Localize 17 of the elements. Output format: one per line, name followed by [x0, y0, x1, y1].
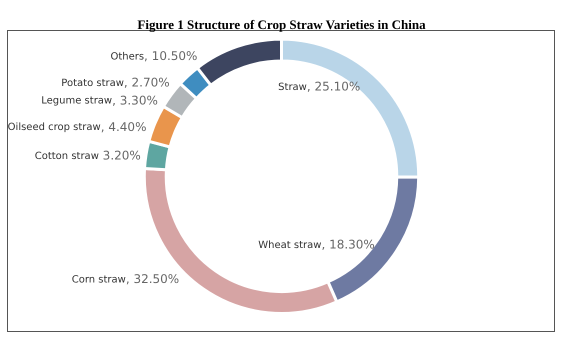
data-label: , 3.30%	[112, 93, 158, 108]
data-label: , 10.50%	[144, 49, 198, 64]
data-label: , 32.50%	[126, 272, 180, 286]
chart-title: Figure 1 Structure of Crop Straw Varieties in China	[137, 17, 426, 32]
slice-label: Others	[110, 51, 144, 62]
slice-label: Legume straw	[41, 96, 112, 107]
slice-label: Corn straw	[72, 274, 126, 286]
slice-label: Oilseed crop straw	[8, 122, 101, 134]
data-label: 3.20%	[98, 148, 141, 163]
slice-label: Straw	[278, 82, 307, 93]
data-label: , 2.70%	[124, 76, 170, 90]
data-label: , 18.30%	[321, 238, 375, 252]
slice-label: Wheat straw	[258, 240, 322, 252]
data-label: , 25.10%	[306, 79, 360, 94]
slice-label: Potato straw	[61, 78, 124, 90]
slice-label: Cotton straw	[34, 151, 99, 162]
data-label: , 4.40%	[100, 120, 146, 134]
